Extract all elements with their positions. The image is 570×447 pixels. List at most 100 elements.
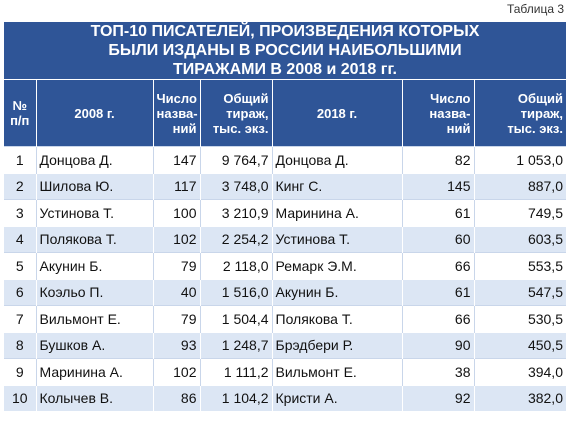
header-number: № п/п: [4, 79, 36, 147]
header-number-line-1: №: [12, 98, 28, 113]
cell-author-2008: Шилова Ю.: [35, 172, 153, 200]
cell-titles-2018: 61: [401, 278, 474, 306]
header-titles-2018-line-3: ний: [446, 120, 471, 136]
cell-author-2018: Кристи А.: [271, 384, 402, 411]
cell-circulation-2008: 3 210,9: [199, 199, 272, 226]
table-title: ТОП-10 ПИСАТЕЛЕЙ, ПРОИЗВЕДЕНИЯ КОТОРЫХ Б…: [4, 22, 566, 79]
header-circulation-2018-line-1: Общий: [517, 90, 563, 106]
table-caption: Таблица 3: [506, 2, 564, 16]
cell-titles-2008: 79: [152, 305, 200, 332]
cell-circulation-2018: 530,5: [473, 305, 566, 332]
table-row: 3 Устинова Т. 100 3 210,9 Маринина А. 61 749,5: [4, 199, 566, 226]
cell-author-2018: Устинова Т.: [271, 225, 402, 253]
cell-author-2008: Бушков А.: [35, 331, 153, 359]
cell-circulation-2018: 603,5: [473, 225, 566, 253]
cell-number: 9: [4, 358, 36, 385]
table-row: 9 Маринина А. 102 1 111,2 Вильмонт Е. 38 394,0: [4, 358, 566, 385]
table-body: 1 Донцова Д. 147 9 764,7 Донцова Д. 82 1 053,0…: [4, 146, 566, 411]
cell-author-2018: Кинг С.: [271, 172, 402, 200]
cell-number: 8: [4, 331, 36, 359]
cell-circulation-2018: 394,0: [473, 358, 566, 385]
header-circulation-2008-line-2: тираж,: [226, 105, 269, 121]
cell-circulation-2008: 2 254,2: [199, 225, 272, 253]
header-titles-2008: Число назва- ний: [152, 79, 200, 147]
cell-author-2018: Брэдбери Р.: [271, 331, 402, 359]
cell-circulation-2008: 1 104,2: [199, 384, 272, 411]
cell-author-2018: Полякова Т.: [271, 305, 402, 332]
cell-number: 4: [4, 225, 36, 253]
cell-circulation-2018: 887,0: [473, 172, 566, 200]
cell-author-2008: Колычев В.: [35, 384, 153, 411]
header-year-2018: 2018 г.: [271, 79, 402, 147]
cell-circulation-2018: 749,5: [473, 199, 566, 226]
table-row: 5 Акунин Б. 79 2 118,0 Ремарк Э.М. 66 553,5: [4, 252, 566, 279]
cell-number: 2: [4, 172, 36, 200]
cell-titles-2018: 66: [401, 252, 474, 279]
header-titles-2018-line-1: Число: [430, 90, 471, 106]
cell-number: 7: [4, 305, 36, 332]
cell-author-2008: Акунин Б.: [35, 252, 153, 279]
data-table: № п/п 2008 г. Число назва- ний Общий тир…: [4, 79, 566, 411]
table-row: 4 Полякова Т. 102 2 254,2 Устинова Т. 60 603,5: [4, 225, 566, 253]
writers-table: ТОП-10 ПИСАТЕЛЕЙ, ПРОИЗВЕДЕНИЯ КОТОРЫХ Б…: [4, 22, 566, 411]
cell-titles-2008: 102: [152, 225, 200, 253]
title-line-1: ТОП-10 ПИСАТЕЛЕЙ, ПРОИЗВЕДЕНИЯ КОТОРЫХ: [90, 22, 480, 40]
header-circulation-2008-line-3: тыс. экз.: [212, 120, 269, 136]
cell-circulation-2008: 1 504,4: [199, 305, 272, 332]
cell-titles-2008: 100: [152, 199, 200, 226]
cell-number: 5: [4, 252, 36, 279]
table-row: 10 Колычев В. 86 1 104,2 Кристи А. 92 382,0: [4, 384, 566, 411]
header-titles-2018: Число назва- ний: [401, 79, 474, 147]
cell-author-2008: Вильмонт Е.: [35, 305, 153, 332]
cell-circulation-2008: 3 748,0: [199, 172, 272, 200]
cell-circulation-2018: 553,5: [473, 252, 566, 279]
cell-author-2018: Маринина А.: [271, 199, 402, 226]
cell-number: 10: [4, 384, 36, 411]
cell-titles-2018: 90: [401, 331, 474, 359]
cell-circulation-2008: 9 764,7: [199, 146, 272, 173]
cell-author-2018: Акунин Б.: [271, 278, 402, 306]
cell-titles-2018: 92: [401, 384, 474, 411]
cell-circulation-2018: 1 053,0: [473, 146, 566, 173]
cell-circulation-2008: 1 248,7: [199, 331, 272, 359]
cell-circulation-2018: 382,0: [473, 384, 566, 411]
title-line-2: БЫЛИ ИЗДАНЫ В РОССИИ НАИБОЛЬШИМИ: [108, 41, 462, 59]
header-titles-2008-line-2: назва-: [156, 105, 198, 121]
header-titles-2008-line-1: Число: [156, 90, 197, 106]
title-line-3: ТИРАЖАМИ В 2008 и 2018 гг.: [173, 60, 397, 78]
cell-titles-2018: 61: [401, 199, 474, 226]
cell-circulation-2008: 2 118,0: [199, 252, 272, 279]
cell-titles-2018: 66: [401, 305, 474, 332]
cell-circulation-2018: 450,5: [473, 331, 566, 359]
cell-titles-2008: 86: [152, 384, 200, 411]
cell-titles-2018: 82: [401, 146, 474, 173]
cell-titles-2018: 145: [401, 172, 474, 200]
cell-author-2008: Маринина А.: [35, 358, 153, 385]
header-year-2008: 2008 г.: [35, 79, 153, 147]
cell-number: 3: [4, 199, 36, 226]
header-titles-2008-line-3: ний: [172, 120, 197, 136]
cell-author-2018: Ремарк Э.М.: [271, 252, 402, 279]
header-number-line-2: п/п: [10, 113, 30, 128]
cell-author-2008: Коэльо П.: [35, 278, 153, 306]
header-titles-2018-line-2: назва-: [429, 105, 471, 121]
cell-titles-2008: 147: [152, 146, 200, 173]
table-row: 8 Бушков А. 93 1 248,7 Брэдбери Р. 90 450,5: [4, 331, 566, 359]
header-circulation-2008-line-1: Общий: [223, 90, 269, 106]
cell-titles-2008: 93: [152, 331, 200, 359]
cell-author-2008: Полякова Т.: [35, 225, 153, 253]
header-circulation-2018: Общий тираж, тыс. экз.: [473, 79, 566, 147]
header-row: № п/п 2008 г. Число назва- ний Общий тир…: [4, 79, 566, 147]
cell-author-2008: Устинова Т.: [35, 199, 153, 226]
cell-titles-2018: 60: [401, 225, 474, 253]
cell-titles-2018: 38: [401, 358, 474, 385]
cell-titles-2008: 117: [152, 172, 200, 200]
table-row: 2 Шилова Ю. 117 3 748,0 Кинг С. 145 887,0: [4, 172, 566, 200]
cell-titles-2008: 40: [152, 278, 200, 306]
header-circulation-2018-line-3: тыс. экз.: [507, 120, 563, 136]
cell-titles-2008: 102: [152, 358, 200, 385]
cell-circulation-2018: 547,5: [473, 278, 566, 306]
cell-author-2008: Донцова Д.: [35, 146, 153, 173]
table-row: 7 Вильмонт Е. 79 1 504,4 Полякова Т. 66 530,5: [4, 305, 566, 332]
cell-author-2018: Вильмонт Е.: [271, 358, 402, 385]
